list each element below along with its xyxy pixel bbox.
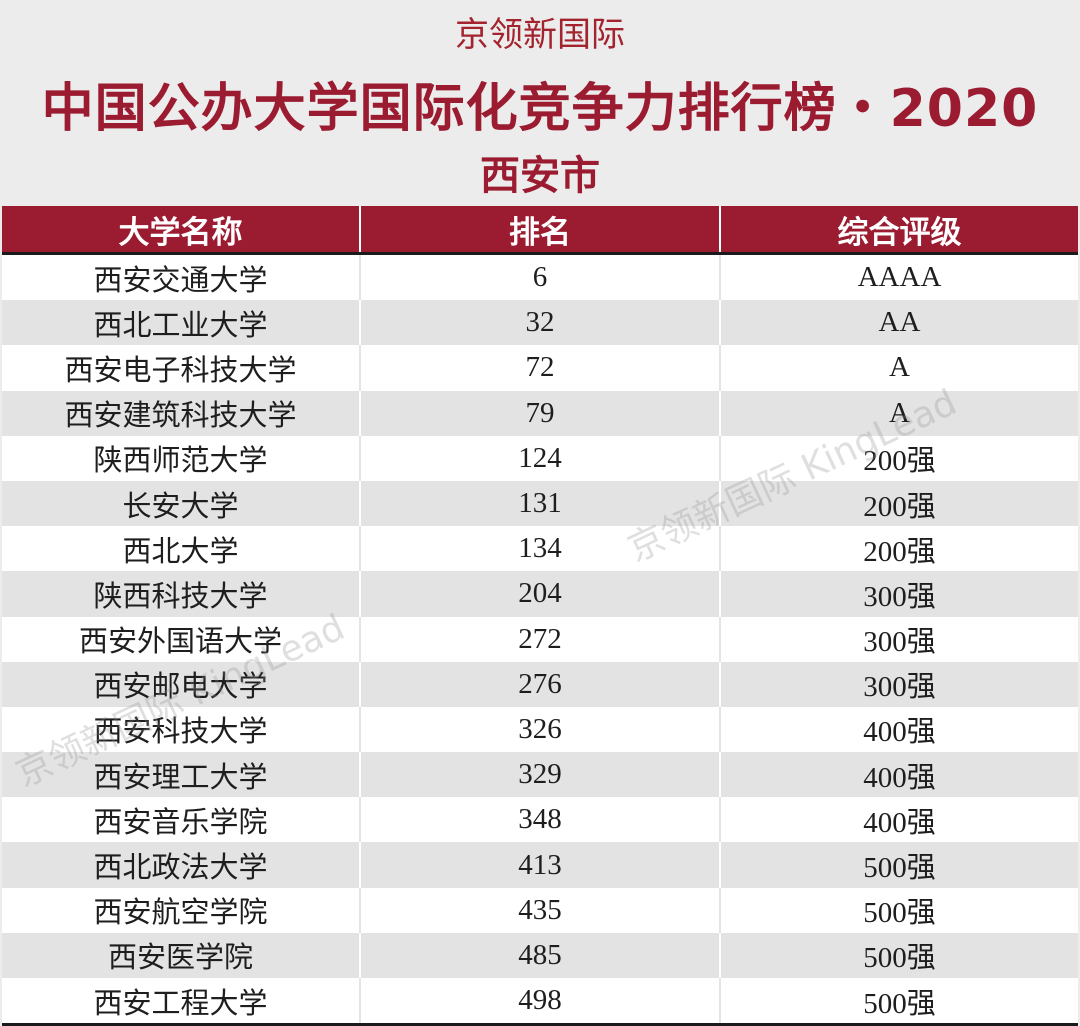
rank-cell: 204	[359, 571, 720, 617]
university-name-cell: 西安工程大学	[2, 978, 360, 1026]
header-rank: 排名	[359, 206, 720, 255]
table-row: 西安邮电大学 276 300强	[2, 661, 1078, 707]
university-name-cell: 西安音乐学院	[2, 797, 360, 843]
rating-cell: 400强	[719, 752, 1078, 798]
table-row: 西安外国语大学 272 300强	[2, 616, 1078, 662]
rank-cell: 134	[359, 526, 720, 572]
table-row: 西安音乐学院 348 400强	[2, 797, 1078, 843]
rating-cell: 400强	[719, 797, 1078, 843]
rank-cell: 326	[359, 706, 720, 753]
university-name-cell: 西安科技大学	[2, 706, 360, 753]
rank-cell: 348	[359, 797, 720, 843]
table-row: 陕西师范大学 124 200强	[2, 435, 1078, 481]
table-row: 长安大学 131 200强	[2, 480, 1078, 527]
rank-cell: 79	[359, 390, 720, 436]
rating-cell: 500强	[719, 887, 1078, 933]
rank-cell: 276	[359, 661, 720, 707]
rank-cell: 498	[359, 978, 720, 1026]
table-row: 西安医学院 485 500强	[2, 932, 1078, 978]
university-name-cell: 西安建筑科技大学	[2, 390, 360, 436]
table-row: 西北大学 134 200强	[2, 526, 1078, 572]
table-row: 西安科技大学 326 400强	[2, 706, 1078, 753]
rating-cell: 500强	[719, 842, 1078, 888]
rating-cell: 200强	[719, 480, 1078, 527]
university-name-cell: 陕西科技大学	[2, 571, 360, 617]
rank-cell: 413	[359, 842, 720, 888]
university-name-cell: 长安大学	[2, 480, 360, 527]
rating-cell: AA	[719, 300, 1078, 346]
brand-name: 京领新国际	[455, 15, 625, 55]
rating-cell: 400强	[719, 706, 1078, 753]
rank-cell: 124	[359, 435, 720, 481]
rating-cell: 300强	[719, 661, 1078, 707]
rank-cell: 6	[359, 253, 720, 301]
rating-cell: 500强	[719, 932, 1078, 978]
rank-cell: 32	[359, 300, 720, 346]
university-name-cell: 西北工业大学	[2, 300, 360, 346]
rating-cell: 300强	[719, 571, 1078, 617]
rating-cell: 500强	[719, 978, 1078, 1026]
rating-cell: 300强	[719, 616, 1078, 662]
rank-cell: 131	[359, 480, 720, 527]
university-name-cell: 西北政法大学	[2, 842, 360, 888]
table-row: 陕西科技大学 204 300强	[2, 571, 1078, 617]
university-name-cell: 西安外国语大学	[2, 616, 360, 662]
rating-cell: 200强	[719, 435, 1078, 481]
university-name-cell: 西安理工大学	[2, 752, 360, 798]
rating-cell: AAAA	[719, 253, 1078, 301]
table-row: 西北政法大学 413 500强	[2, 842, 1078, 888]
university-name-cell: 西安电子科技大学	[2, 345, 360, 391]
rating-cell: 200强	[719, 526, 1078, 572]
rank-cell: 435	[359, 887, 720, 933]
university-name-cell: 西安航空学院	[2, 887, 360, 933]
table-header-row: 大学名称 排名 综合评级	[2, 206, 1078, 255]
rank-cell: 329	[359, 752, 720, 798]
page-header: 京领新国际 中国公办大学国际化竞争力排行榜・2020 西安市	[0, 0, 1080, 206]
table-row: 西安建筑科技大学 79 A	[2, 390, 1078, 436]
page-title: 中国公办大学国际化竞争力排行榜・2020	[41, 79, 1039, 139]
university-name-cell: 西安医学院	[2, 932, 360, 978]
table-row: 西北工业大学 32 AA	[2, 300, 1078, 346]
city-subtitle: 西安市	[480, 153, 600, 199]
rating-cell: A	[719, 390, 1078, 436]
rank-cell: 72	[359, 345, 720, 391]
header-university-name: 大学名称	[2, 206, 360, 255]
ranking-table: 大学名称 排名 综合评级 西安交通大学 6 AAAA 西北工业大学 32 AA 西安电子科技…	[2, 206, 1078, 1026]
university-name-cell: 西安交通大学	[2, 253, 360, 301]
table-row: 西安工程大学 498 500强	[2, 978, 1078, 1026]
header-overall-rating: 综合评级	[719, 206, 1078, 255]
university-name-cell: 西北大学	[2, 526, 360, 572]
table-body: 西安交通大学 6 AAAA 西北工业大学 32 AA 西安电子科技大学 72 A 西安建筑科技大学…	[2, 253, 1078, 1026]
rank-cell: 485	[359, 932, 720, 978]
table-row: 西安交通大学 6 AAAA	[2, 253, 1078, 301]
university-name-cell: 西安邮电大学	[2, 661, 360, 707]
rank-cell: 272	[359, 616, 720, 662]
rating-cell: A	[719, 345, 1078, 391]
university-name-cell: 陕西师范大学	[2, 435, 360, 481]
table-row: 西安航空学院 435 500强	[2, 887, 1078, 933]
table-row: 西安电子科技大学 72 A	[2, 345, 1078, 391]
table-row: 西安理工大学 329 400强	[2, 752, 1078, 798]
